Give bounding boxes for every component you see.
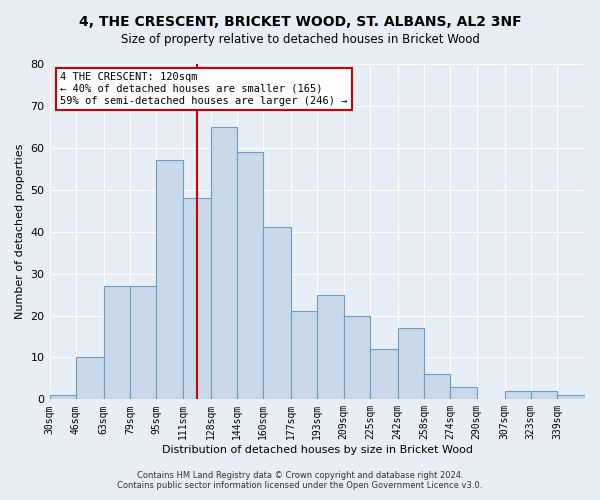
Text: 4 THE CRESCENT: 120sqm
← 40% of detached houses are smaller (165)
59% of semi-de: 4 THE CRESCENT: 120sqm ← 40% of detached… (60, 72, 348, 106)
Text: Size of property relative to detached houses in Bricket Wood: Size of property relative to detached ho… (121, 32, 479, 46)
X-axis label: Distribution of detached houses by size in Bricket Wood: Distribution of detached houses by size … (162, 445, 473, 455)
Bar (398, 328, 424, 400)
Text: Contains HM Land Registry data © Crown copyright and database right 2024.
Contai: Contains HM Land Registry data © Crown c… (118, 470, 482, 490)
Text: 4, THE CRESCENT, BRICKET WOOD, ST. ALBANS, AL2 3NF: 4, THE CRESCENT, BRICKET WOOD, ST. ALBAN… (79, 15, 521, 29)
Bar (130, 286, 157, 400)
Bar (370, 349, 398, 400)
Bar (531, 391, 557, 400)
Bar (344, 316, 370, 400)
Bar (451, 387, 476, 400)
Bar (557, 395, 585, 400)
Bar (424, 374, 451, 400)
Bar (50, 395, 76, 400)
Bar (211, 127, 237, 400)
Bar (104, 286, 130, 400)
Bar (291, 312, 317, 400)
Bar (182, 198, 211, 400)
Bar (237, 152, 263, 400)
Y-axis label: Number of detached properties: Number of detached properties (15, 144, 25, 320)
Bar (76, 358, 104, 400)
Bar (505, 391, 531, 400)
Bar (263, 228, 291, 400)
Bar (157, 160, 182, 400)
Bar (317, 294, 344, 400)
